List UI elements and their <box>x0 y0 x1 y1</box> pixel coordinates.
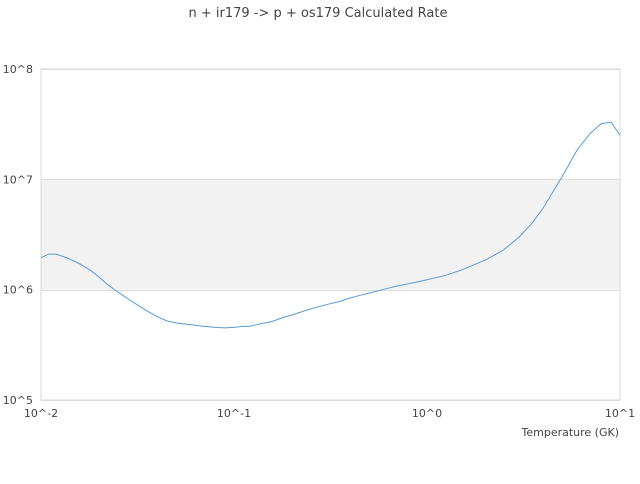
series-line-0 <box>40 121 621 329</box>
shaded-band-0 <box>41 179 620 290</box>
chart-title: n + ir179 -> p + os179 Calculated Rate <box>188 6 447 21</box>
x-axis-label: Temperature (GK) <box>521 426 620 439</box>
y-tick-label: 10^5 <box>3 394 33 407</box>
y-tick-label: 10^7 <box>3 173 33 186</box>
x-tick-label: 10^-2 <box>24 407 58 420</box>
y-tick-label: 10^8 <box>3 63 33 76</box>
y-tick-labels: 10^5 10^6 10^7 10^8 <box>3 63 33 407</box>
bands-layer <box>41 179 620 290</box>
x-tick-label: 10^0 <box>412 407 442 420</box>
x-tick-label: 10^1 <box>605 407 635 420</box>
x-tick-labels: 10^-2 10^-1 10^0 10^1 <box>24 407 635 420</box>
y-tick-label: 10^6 <box>3 284 33 297</box>
x-tick-label: 10^-1 <box>217 407 251 420</box>
series-layer <box>40 121 621 329</box>
plot-frame <box>40 68 621 401</box>
